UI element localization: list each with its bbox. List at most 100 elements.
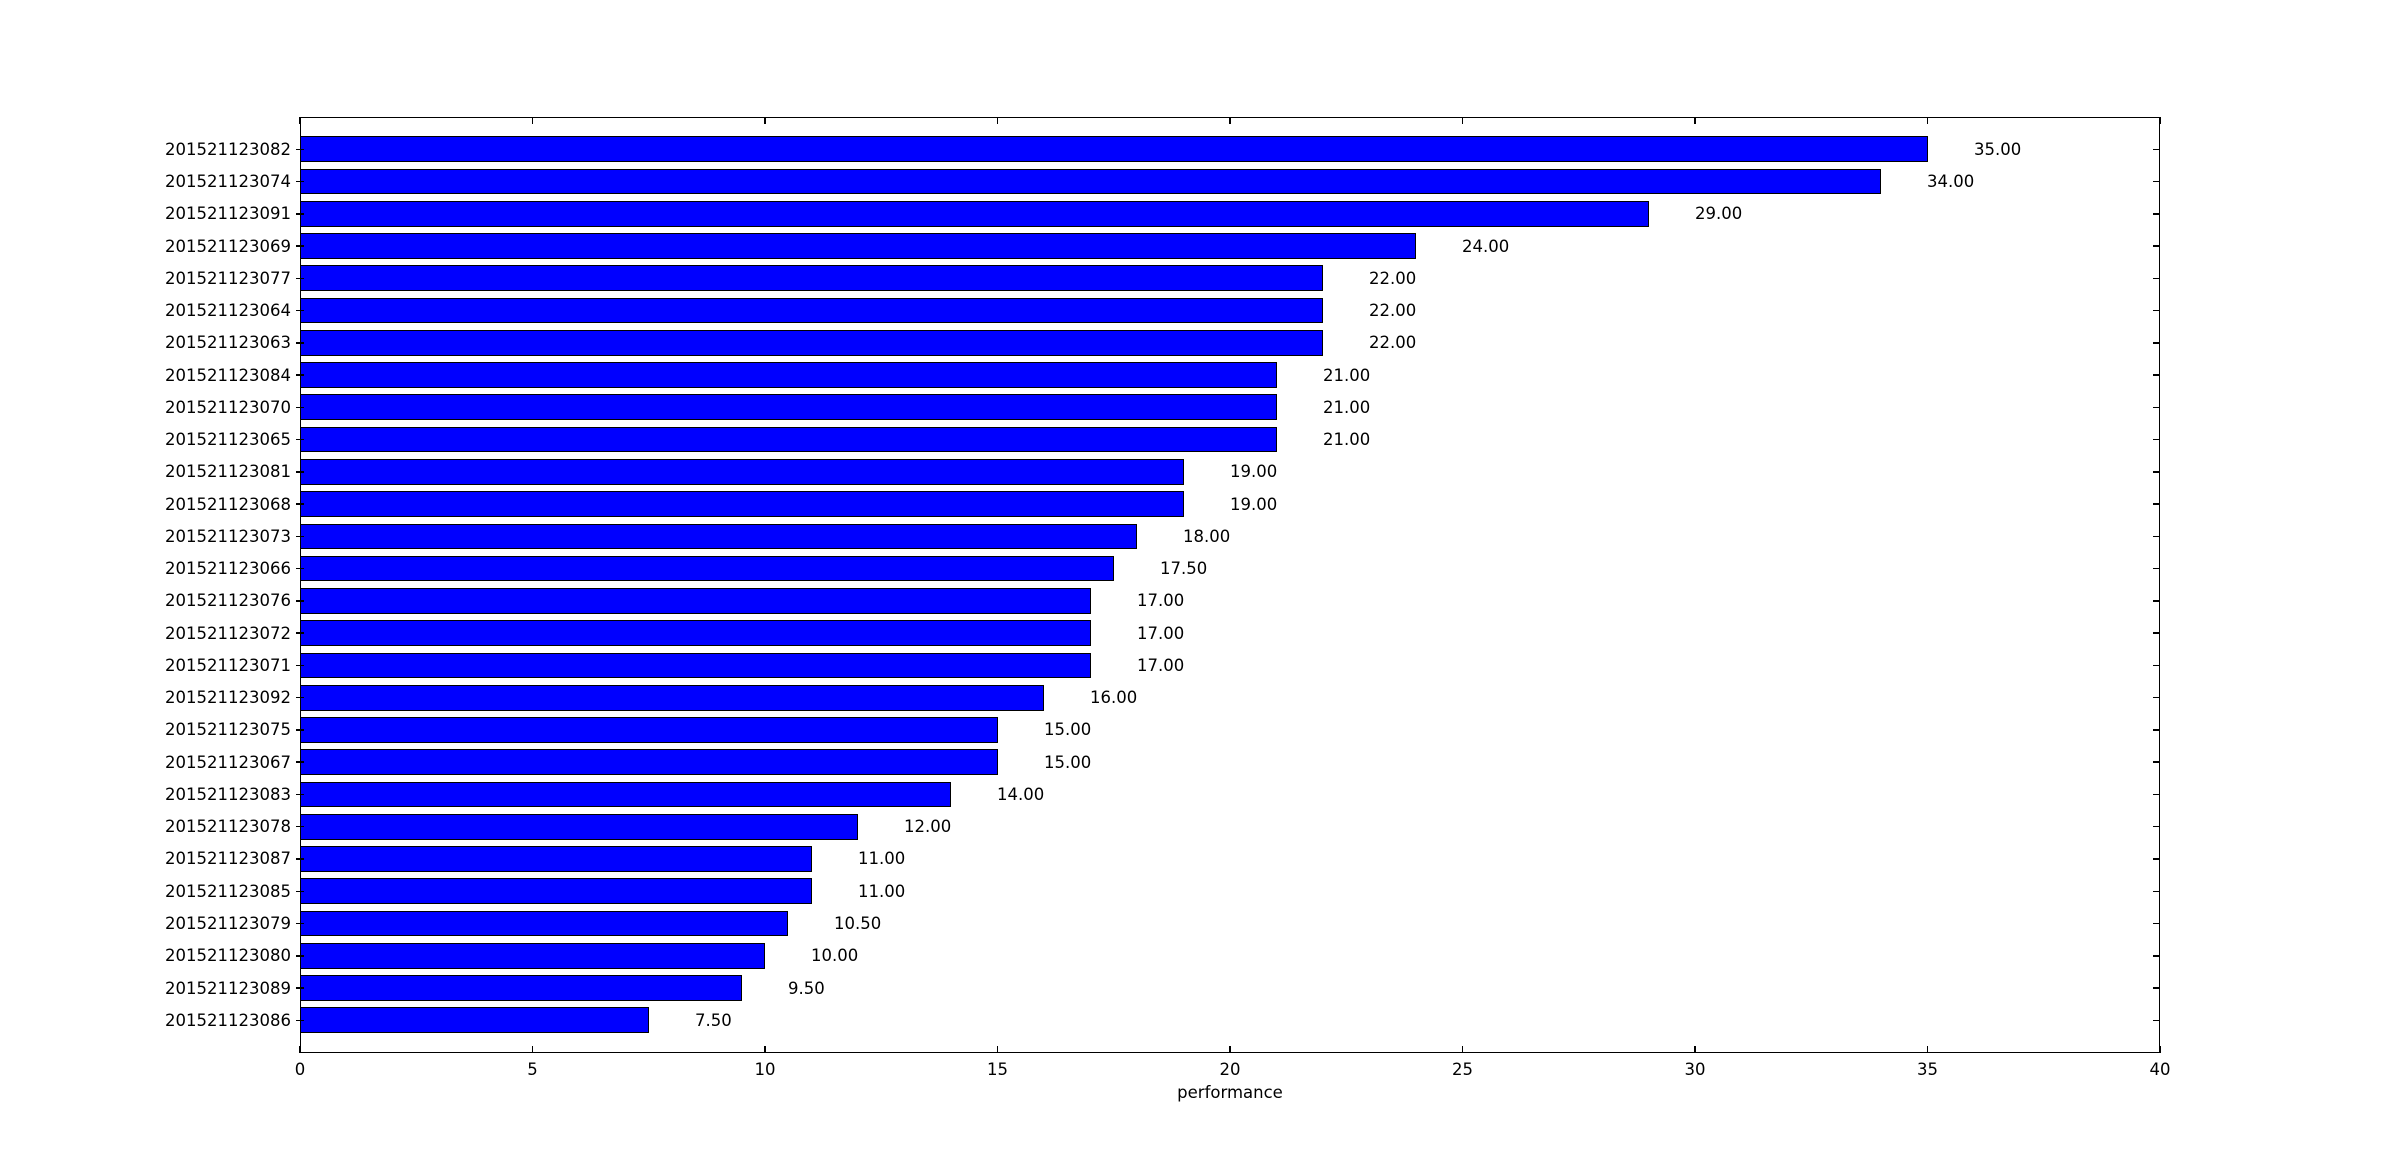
bar-value-label: 9.50	[788, 978, 825, 998]
x-tick-label: 10	[754, 1060, 776, 1079]
bar	[300, 717, 998, 743]
bar	[300, 394, 1277, 421]
bar-value-label: 29.00	[1695, 204, 1743, 224]
y-tick-left	[296, 890, 304, 892]
y-tick-left	[296, 825, 304, 828]
y-tick-right	[2153, 922, 2160, 925]
x-tick-bottom	[1461, 1045, 1464, 1053]
bar-value-label: 14.00	[997, 784, 1045, 804]
y-tick-label: 201521123085	[165, 881, 291, 901]
x-tick-label: 15	[987, 1060, 1008, 1079]
x-tick-bottom	[996, 1045, 999, 1053]
x-tick-bottom	[2159, 1045, 2161, 1053]
x-tick-top	[299, 117, 301, 124]
bar	[300, 233, 1416, 259]
y-tick-left	[296, 793, 304, 796]
bar	[300, 136, 1928, 163]
y-tick-right	[2153, 471, 2160, 473]
y-tick-left	[296, 1019, 304, 1021]
bar-value-label: 15.00	[1044, 720, 1092, 740]
bar	[300, 846, 812, 872]
y-tick-left	[296, 277, 304, 279]
y-tick-right	[2153, 406, 2160, 409]
y-tick-left	[296, 987, 304, 989]
y-tick-label: 201521123089	[165, 978, 291, 998]
y-tick-label: 201521123066	[165, 559, 291, 579]
x-axis-label: performance	[1177, 1083, 1283, 1102]
x-tick-top	[1461, 117, 1464, 124]
bar	[300, 555, 1114, 582]
y-tick-label: 201521123064	[165, 301, 291, 321]
y-tick-label: 201521123084	[165, 365, 291, 385]
y-tick-left	[296, 503, 304, 505]
bar-value-label: 12.00	[904, 817, 952, 837]
y-tick-right	[2153, 535, 2160, 538]
y-tick-right	[2153, 309, 2160, 312]
y-tick-left	[296, 632, 304, 634]
bar-value-label: 24.00	[1462, 236, 1510, 256]
x-tick-label: 40	[2149, 1060, 2171, 1079]
x-tick-bottom	[1229, 1045, 1231, 1053]
y-tick-label: 201521123091	[165, 204, 291, 224]
bar-value-label: 15.00	[1044, 752, 1092, 772]
x-tick-top	[2159, 117, 2161, 124]
bar	[300, 975, 742, 1001]
y-tick-right	[2153, 729, 2160, 731]
y-tick-right	[2153, 503, 2160, 505]
bar-value-label: 22.00	[1369, 333, 1417, 353]
bar-value-label: 17.00	[1137, 655, 1185, 675]
bar-value-label: 10.00	[811, 946, 859, 966]
y-tick-right	[2153, 825, 2160, 828]
y-tick-label: 201521123069	[165, 236, 291, 256]
bar	[300, 265, 1323, 292]
y-tick-left	[296, 438, 304, 441]
y-tick-left	[296, 761, 304, 763]
y-tick-label: 201521123075	[165, 720, 291, 740]
bar	[300, 813, 858, 840]
bar-value-label: 22.00	[1369, 301, 1417, 321]
x-tick-label: 5	[527, 1060, 538, 1079]
bar	[300, 878, 812, 905]
bar-value-label: 17.00	[1137, 623, 1185, 643]
y-tick-left	[296, 245, 304, 247]
y-tick-left	[296, 180, 304, 183]
y-tick-label: 201521123077	[165, 268, 291, 288]
y-tick-left	[296, 955, 304, 957]
y-tick-left	[296, 567, 304, 570]
bar	[300, 168, 1881, 195]
bar	[300, 588, 1091, 614]
y-tick-left	[296, 858, 304, 860]
x-tick-label: 35	[1917, 1060, 1938, 1079]
bar-value-label: 21.00	[1323, 430, 1371, 450]
bar	[300, 200, 1649, 227]
bar-value-label: 34.00	[1927, 172, 1975, 191]
y-tick-label: 201521123072	[165, 623, 291, 643]
bar	[300, 781, 951, 808]
x-tick-bottom	[299, 1045, 301, 1053]
bar-value-label: 21.00	[1323, 397, 1371, 417]
bar-value-label: 18.00	[1183, 526, 1231, 546]
bar	[300, 329, 1323, 356]
x-tick-bottom	[1694, 1045, 1696, 1053]
bar-value-label: 22.00	[1369, 268, 1417, 288]
bar	[300, 426, 1277, 453]
y-tick-label: 201521123063	[165, 333, 291, 353]
y-tick-label: 201521123078	[165, 817, 291, 837]
y-tick-left	[296, 213, 304, 215]
y-tick-label: 201521123071	[165, 655, 291, 675]
y-tick-label: 201521123070	[165, 397, 291, 417]
y-tick-left	[296, 309, 304, 312]
bar	[300, 1007, 649, 1034]
bar	[300, 523, 1137, 550]
x-tick-label: 25	[1452, 1060, 1473, 1079]
x-tick-label: 20	[1219, 1060, 1241, 1079]
y-tick-right	[2153, 793, 2160, 796]
y-tick-right	[2153, 567, 2160, 570]
y-tick-right	[2153, 438, 2160, 441]
y-tick-left	[296, 148, 304, 150]
x-tick-bottom	[531, 1045, 534, 1053]
y-tick-label: 201521123081	[165, 462, 291, 482]
y-tick-right	[2153, 632, 2160, 634]
x-tick-label: 0	[294, 1060, 306, 1079]
